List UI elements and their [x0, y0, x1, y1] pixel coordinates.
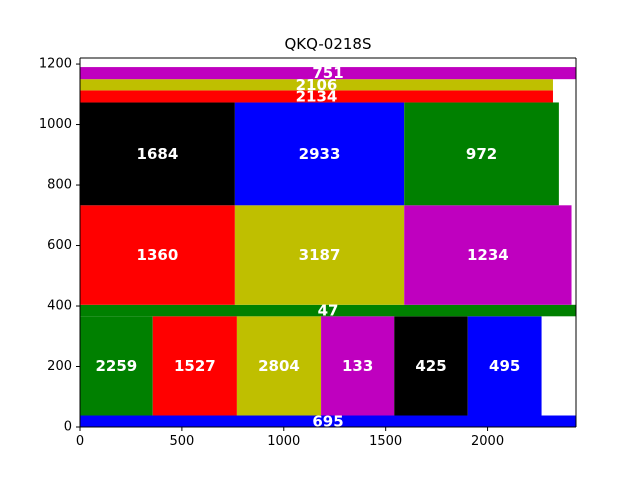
data-label-13: 972 — [466, 145, 497, 163]
bar-rect-14 — [80, 90, 553, 103]
x-tick-label-2: 1000 — [267, 434, 300, 449]
data-label-7: 47 — [318, 302, 339, 320]
bar-rect-13 — [404, 102, 559, 206]
data-label-1: 2259 — [95, 357, 137, 375]
rects-layer — [80, 67, 576, 427]
bar-rect-2 — [152, 316, 237, 416]
y-tick-label-6: 1200 — [39, 57, 72, 72]
bar-rect-1 — [80, 316, 153, 416]
bar-rect-16 — [80, 67, 576, 80]
x-tick-label-4: 2000 — [471, 434, 504, 449]
x-tick-label-3: 1500 — [369, 434, 402, 449]
bar-rect-0 — [80, 415, 576, 427]
bar-rect-12 — [234, 102, 405, 206]
data-label-8: 1360 — [137, 246, 179, 264]
axes-layer: 0 500 1000 1500 2000 0 200 400 600 800 1000 1200 — [39, 57, 577, 449]
y-tick-label-1: 200 — [47, 359, 72, 374]
y-tick-label-4: 800 — [47, 178, 72, 193]
y-tick-label-5: 1000 — [39, 117, 72, 132]
bar-rect-6 — [467, 316, 542, 416]
data-label-4: 133 — [342, 357, 373, 375]
bar-rect-11 — [80, 102, 235, 206]
data-label-10: 1234 — [467, 246, 509, 264]
x-tick-label-0: 0 — [76, 434, 84, 449]
data-label-6: 495 — [489, 357, 520, 375]
data-label-3: 2804 — [258, 357, 300, 375]
bar-rect-7 — [80, 304, 576, 317]
bar-rect-15 — [80, 79, 553, 91]
data-label-12: 2933 — [299, 145, 341, 163]
data-label-14: 2134 — [296, 87, 338, 105]
labels-layer: 695 2259 1527 2804 133 425 495 47 1360 3187 1234 16… — [95, 64, 520, 430]
data-label-5: 425 — [415, 357, 446, 375]
bar-rect-3 — [236, 316, 322, 416]
y-tick-label-3: 600 — [47, 238, 72, 253]
data-label-16: 751 — [312, 64, 343, 82]
data-label-11: 1684 — [137, 145, 179, 163]
x-tick-label-1: 500 — [169, 434, 194, 449]
bar-rect-10 — [404, 205, 572, 305]
data-label-15: 2106 — [296, 76, 338, 94]
y-tick-label-0: 0 — [64, 420, 72, 435]
data-label-0: 695 — [312, 412, 343, 430]
bar-rect-5 — [394, 316, 468, 416]
bar-rect-9 — [234, 205, 405, 305]
data-label-9: 3187 — [299, 246, 341, 264]
bar-rect-4 — [321, 316, 395, 416]
bar-rect-8 — [80, 205, 235, 305]
y-tick-label-2: 400 — [47, 299, 72, 314]
data-label-2: 1527 — [174, 357, 216, 375]
chart-title: QKQ-0218S — [285, 35, 372, 53]
